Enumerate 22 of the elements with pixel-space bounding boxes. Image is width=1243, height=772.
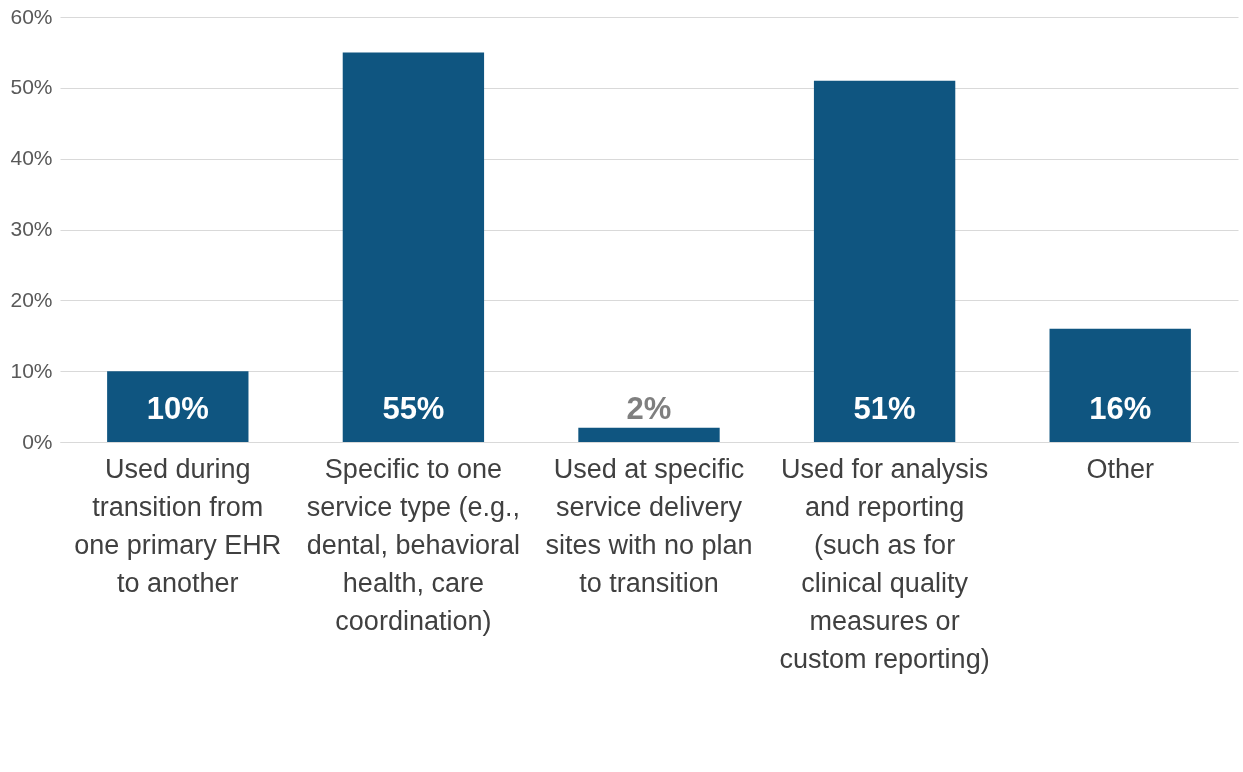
data-label: 55% bbox=[382, 391, 445, 426]
bar bbox=[578, 427, 720, 442]
data-label: 10% bbox=[146, 391, 209, 426]
y-tick-label: 0% bbox=[22, 429, 53, 453]
x-tick-label: Used for analysis and reporting (such as for clinical quality measures or custom reporting) bbox=[779, 453, 990, 674]
bar bbox=[342, 52, 485, 442]
y-tick-label: 10% bbox=[10, 358, 53, 382]
y-tick-label: 50% bbox=[10, 75, 53, 99]
y-tick-label: 40% bbox=[10, 146, 53, 170]
data-label: 2% bbox=[626, 391, 672, 426]
bar bbox=[107, 371, 249, 442]
bar bbox=[813, 80, 956, 442]
x-tick-label: Other bbox=[1086, 453, 1154, 484]
bar bbox=[1049, 328, 1191, 442]
y-tick-label: 60% bbox=[10, 4, 53, 28]
y-tick-label: 30% bbox=[10, 217, 53, 240]
data-label: 51% bbox=[853, 391, 916, 426]
x-tick-label: Used during transition from one primary EHR to another bbox=[74, 453, 282, 598]
x-tick-label: Used at specific service delivery sites with no plan to transition bbox=[545, 453, 753, 598]
y-tick-label: 20% bbox=[10, 287, 53, 311]
data-label: 16% bbox=[1089, 391, 1152, 426]
x-tick-label: Specific to one service type (e.g., dental, behavioral health, care coordination) bbox=[306, 453, 520, 636]
